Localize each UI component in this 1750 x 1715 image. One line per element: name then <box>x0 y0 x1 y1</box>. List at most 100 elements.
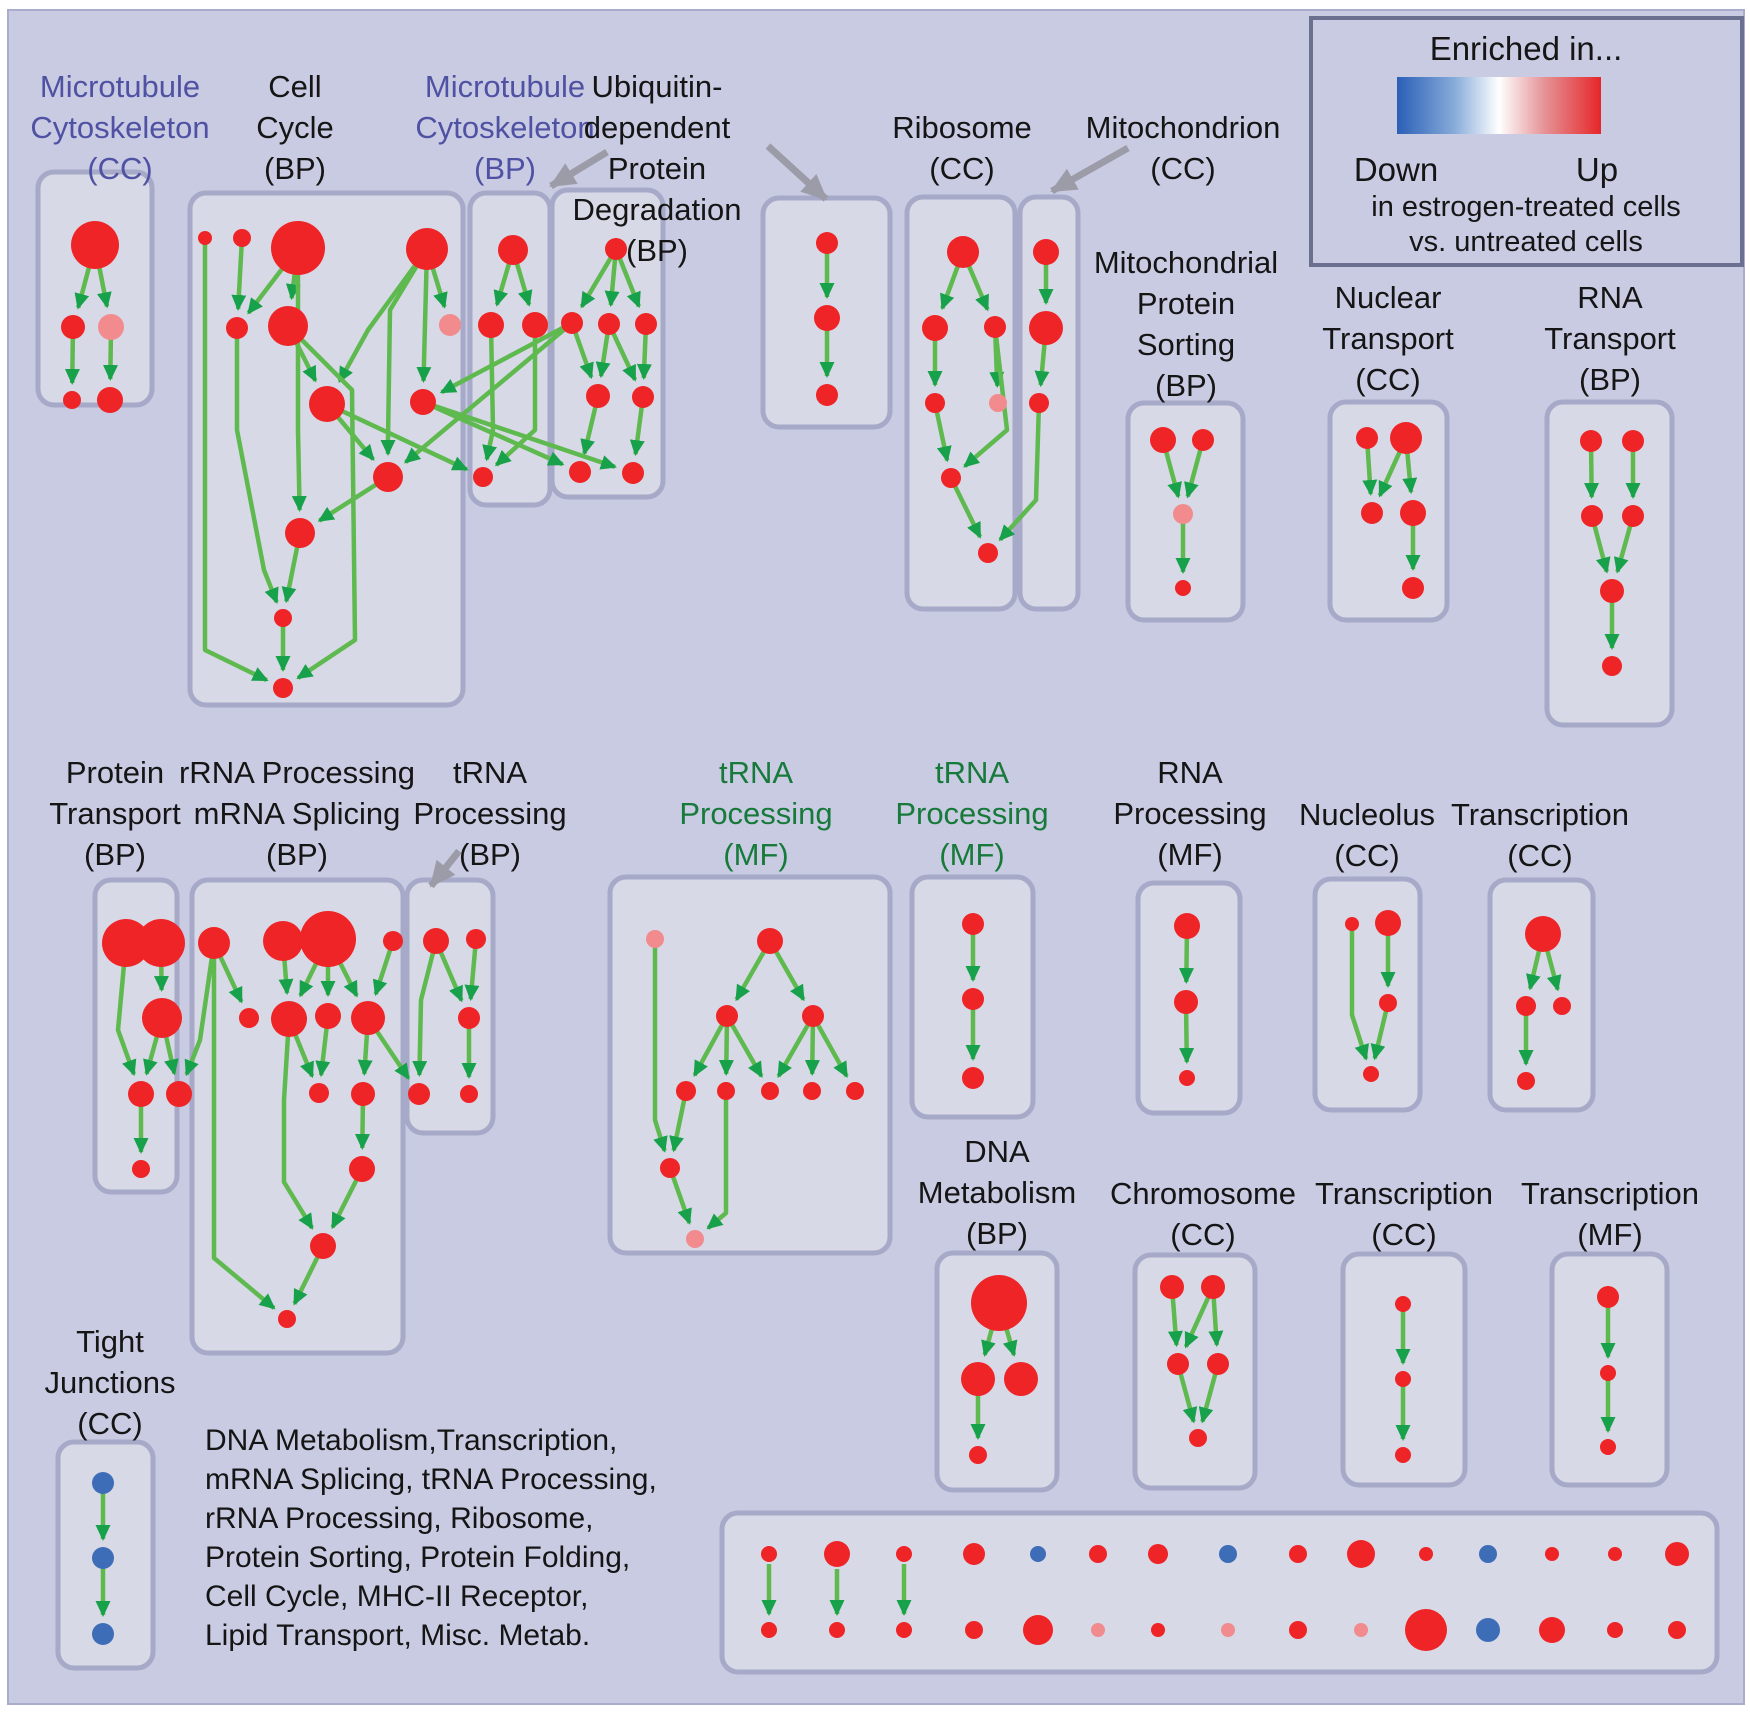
rna-transport-node-rt1 <box>1580 430 1602 452</box>
tight-junctions-node-j2 <box>92 1547 114 1569</box>
label-nucleolus: Nucleolus (CC) <box>1299 797 1435 873</box>
ubiquitin-bp-node-u3 <box>598 313 620 335</box>
rna-transport-node-rt2 <box>1622 430 1644 452</box>
transcription-cc-lower-node-e3 <box>1395 1447 1411 1463</box>
legend-subtitle-1: in estrogen-treated cells <box>1371 191 1681 223</box>
legend-gradient-bar <box>1397 77 1601 134</box>
trna-mf-large-edge-m1-m10 <box>652 939 668 1153</box>
edge-mito-to-ribosome <box>998 402 1042 542</box>
microtubule-cc-node-c <box>98 314 124 340</box>
dna-metabolism-box <box>934 1250 1060 1493</box>
cell-cycle-edge-c2-c5 <box>231 237 247 311</box>
mito-sorting-node-mp1 <box>1150 427 1176 453</box>
dot-matrix-bottom-node-13 <box>1607 1622 1623 1638</box>
trna-mf-large-node-m11 <box>686 1230 704 1248</box>
trna-mf-large-node-m7 <box>761 1082 779 1100</box>
rna-processing-mf-node-q2 <box>1174 990 1198 1014</box>
cell-cycle-edge-c6-c11 <box>286 324 358 680</box>
label-transcription-mf: Transcription (MF) <box>1521 1176 1699 1252</box>
dna-metabolism-node-d1 <box>971 1275 1027 1331</box>
transcription-mf-node-f1 <box>1597 1286 1619 1308</box>
dot-matrix-top-node-4 <box>1030 1546 1046 1562</box>
pointer-ubiquitin-left <box>549 149 609 189</box>
label-rrna-mrna: rRNA Processing mRNA Splicing (BP) <box>179 755 415 872</box>
nucleolus-cc-node-nu3 <box>1379 994 1397 1012</box>
trna-mf-large-node-m5 <box>676 1081 696 1101</box>
dot-matrix-top-node-3 <box>963 1543 985 1565</box>
dot-matrix-top-node-11 <box>1479 1545 1497 1563</box>
nuclear-transport-node-nt1 <box>1356 427 1378 449</box>
trna-bp-node-t4 <box>408 1083 430 1105</box>
microtubule-cc-node-b <box>61 315 85 339</box>
ribosome-cc-node-rb1 <box>947 236 979 268</box>
mito-sorting-node-mp2 <box>1192 429 1214 451</box>
pointer-ubiquitin-right <box>765 143 829 202</box>
dna-metabolism-node-d2 <box>961 1362 995 1396</box>
dot-matrix-top-node-10 <box>1419 1547 1433 1561</box>
dot-matrix-bottom-node-9 <box>1354 1623 1368 1637</box>
label-rna-transport: RNA Transport (BP) <box>1544 280 1676 397</box>
pointer-trna-bp <box>428 848 462 889</box>
edge-rrna-to-protein-transport <box>184 942 217 1077</box>
dna-metabolism-node-d3 <box>1004 1362 1038 1396</box>
transcription-cc-lower-node-e2 <box>1395 1371 1411 1387</box>
chromosome-cc-node-ch4 <box>1207 1353 1229 1375</box>
nucleolus-cc-box <box>1312 876 1423 1113</box>
chromosome-cc-node-ch3 <box>1167 1353 1189 1375</box>
trna-mf-large-node-m10 <box>660 1158 680 1178</box>
dot-matrix-top-node-13 <box>1608 1547 1622 1561</box>
label-transcription-cc-lower: Transcription (CC) <box>1315 1176 1493 1252</box>
cell-cycle-edge-c5-c10 <box>234 328 279 605</box>
dot-matrix-top-node-0 <box>761 1546 777 1562</box>
edge-cellcycle-to-ubiquitin-2 <box>422 399 617 470</box>
trna-mf-large-edge-m4-m9 <box>811 1014 849 1078</box>
cell-cycle-edge-c4-c14 <box>416 248 432 383</box>
ubiquitin-bp-node-u7 <box>569 461 591 483</box>
rrna-mrna-node-r9 <box>309 1083 329 1103</box>
cell-cycle-edge-c3-c9 <box>291 248 307 512</box>
chromosome-cc-node-ch1 <box>1160 1275 1184 1299</box>
cell-cycle-edge-c1-c11 <box>202 238 269 683</box>
protein-transport-node-pt2 <box>137 919 185 967</box>
ubiquitin-bp-node-u2 <box>561 312 583 334</box>
trna-mf-large-edge-m3-m7 <box>725 1014 764 1079</box>
chromosome-cc-node-ch2 <box>1201 1275 1225 1299</box>
label-trna-mf-1: tRNA Processing (MF) <box>679 755 832 872</box>
dot-matrix-bottom-node-12 <box>1539 1617 1565 1643</box>
dot-matrix-bottom-node-2 <box>896 1622 912 1638</box>
label-ribosome: Ribosome (CC) <box>892 110 1032 186</box>
cell-cycle-edge-c4-c7 <box>337 247 429 384</box>
label-chromosome: Chromosome (CC) <box>1110 1176 1296 1252</box>
ribosome-cc-edge-rb3-rb6 <box>963 326 1010 469</box>
transcription-cc-upper-node-tc3 <box>1553 997 1571 1015</box>
dot-matrix-top-node-8 <box>1289 1545 1307 1563</box>
trna-mf-large-node-m1 <box>646 930 664 948</box>
ribosome-cc-node-rb2 <box>922 315 948 341</box>
microtubule-bp-node-b2 <box>478 312 504 338</box>
nuclear-transport-node-nt5 <box>1402 577 1424 599</box>
ubiquitin-bp-2-node-v2 <box>814 305 840 331</box>
nuclear-transport-node-nt2 <box>1390 422 1422 454</box>
dot-matrix-top-node-7 <box>1219 1545 1237 1563</box>
ribosome-cc-node-rb4 <box>925 393 945 413</box>
dot-matrix-bottom-node-8 <box>1289 1621 1307 1639</box>
microtubule-cc-node-e <box>97 387 123 413</box>
rrna-mrna-node-r8 <box>351 1001 385 1035</box>
rrna-mrna-node-r13 <box>278 1310 296 1328</box>
dot-matrix-top-node-6 <box>1148 1544 1168 1564</box>
cell-cycle-node-c7 <box>309 386 345 422</box>
nucleolus-cc-node-nu2 <box>1375 910 1401 936</box>
cell-cycle-node-c4 <box>406 228 448 270</box>
rrna-mrna-node-r2 <box>263 921 303 961</box>
protein-transport-node-pt6 <box>132 1160 150 1178</box>
microtubule-bp-node-b4 <box>473 467 493 487</box>
chromosome-cc-node-ch5 <box>1189 1429 1207 1447</box>
nucleolus-cc-edge-nu1-nu4 <box>1349 924 1369 1061</box>
cell-cycle-node-c8 <box>373 462 403 492</box>
trna-mf-large-node-m6 <box>717 1082 735 1100</box>
label-protein-transport: Protein Transport (BP) <box>49 755 181 872</box>
legend-up-label: Up <box>1576 151 1618 188</box>
